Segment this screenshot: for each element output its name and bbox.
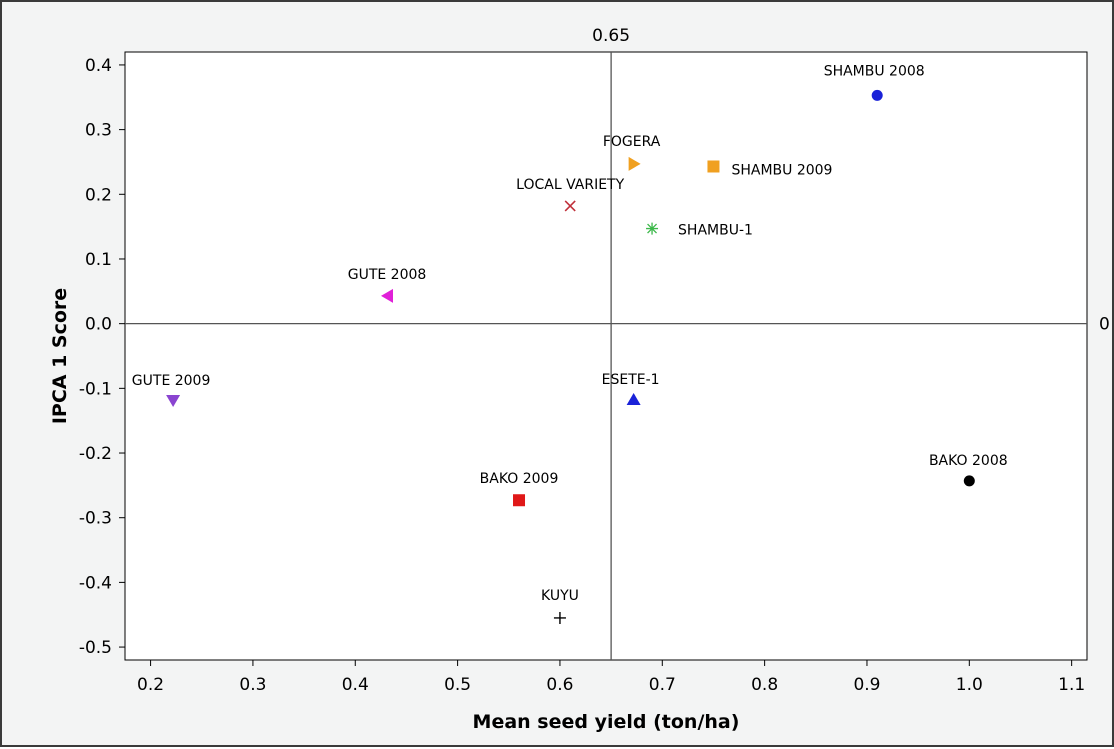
horizontal-reference-label: 0 [1099, 315, 1110, 335]
vertical-reference-label: 0.65 [592, 26, 630, 46]
point-label-shambu-2009: SHAMBU 2009 [731, 162, 832, 178]
x-tick-label: 0.3 [239, 675, 266, 695]
point-label-bako-2009: BAKO 2009 [480, 471, 559, 487]
x-tick-label: 0.9 [853, 675, 880, 695]
y-axis-title: IPCA 1 Score [49, 288, 71, 424]
y-tick-label: -0.4 [79, 573, 112, 593]
x-tick-label: 1.1 [1058, 675, 1085, 695]
y-tick-label: -0.5 [79, 638, 112, 658]
point-gute-2008 [381, 288, 394, 303]
point-fogera [628, 156, 641, 171]
x-tick-label: 0.6 [546, 675, 573, 695]
x-tick-label: 0.8 [751, 675, 778, 695]
point-shambu-2009 [707, 160, 720, 173]
x-axis-title: Mean seed yield (ton/ha) [473, 711, 740, 733]
x-tick-label: 0.7 [649, 675, 676, 695]
point-kuyu [553, 611, 566, 624]
point-label-shambu-1: SHAMBU-1 [678, 223, 753, 239]
x-tick-label: 0.2 [137, 675, 164, 695]
point-esete-1 [626, 392, 641, 405]
y-tick-label: 0.1 [85, 250, 112, 270]
x-tick-label: 0.4 [342, 675, 369, 695]
plot-area [124, 51, 1088, 661]
y-tick-label: 0.3 [85, 121, 112, 141]
point-local-variety [564, 200, 576, 212]
point-label-gute-2008: GUTE 2008 [348, 267, 427, 283]
y-tick-label: 0.2 [85, 185, 112, 205]
point-shambu-2008 [871, 89, 883, 101]
point-bako-2009 [513, 494, 526, 507]
point-label-shambu-2008: SHAMBU 2008 [824, 63, 925, 79]
x-tick-label: 1.0 [956, 675, 983, 695]
point-label-bako-2008: BAKO 2008 [929, 453, 1008, 469]
point-label-gute-2009: GUTE 2009 [132, 373, 211, 389]
point-gute-2009 [166, 394, 181, 407]
x-tick-label: 0.5 [444, 675, 471, 695]
point-bako-2008 [963, 475, 975, 487]
y-tick-label: -0.3 [79, 509, 112, 529]
y-tick-label: 0.0 [85, 315, 112, 335]
point-label-fogera: FOGERA [603, 134, 661, 150]
y-tick-label: -0.1 [79, 379, 112, 399]
y-tick-label: -0.2 [79, 444, 112, 464]
point-label-kuyu: KUYU [541, 588, 579, 604]
y-tick-label: 0.4 [85, 56, 112, 76]
point-label-local-variety: LOCAL VARIETY [516, 177, 624, 193]
point-label-esete-1: ESETE-1 [602, 372, 660, 388]
point-shambu-1 [646, 222, 659, 235]
